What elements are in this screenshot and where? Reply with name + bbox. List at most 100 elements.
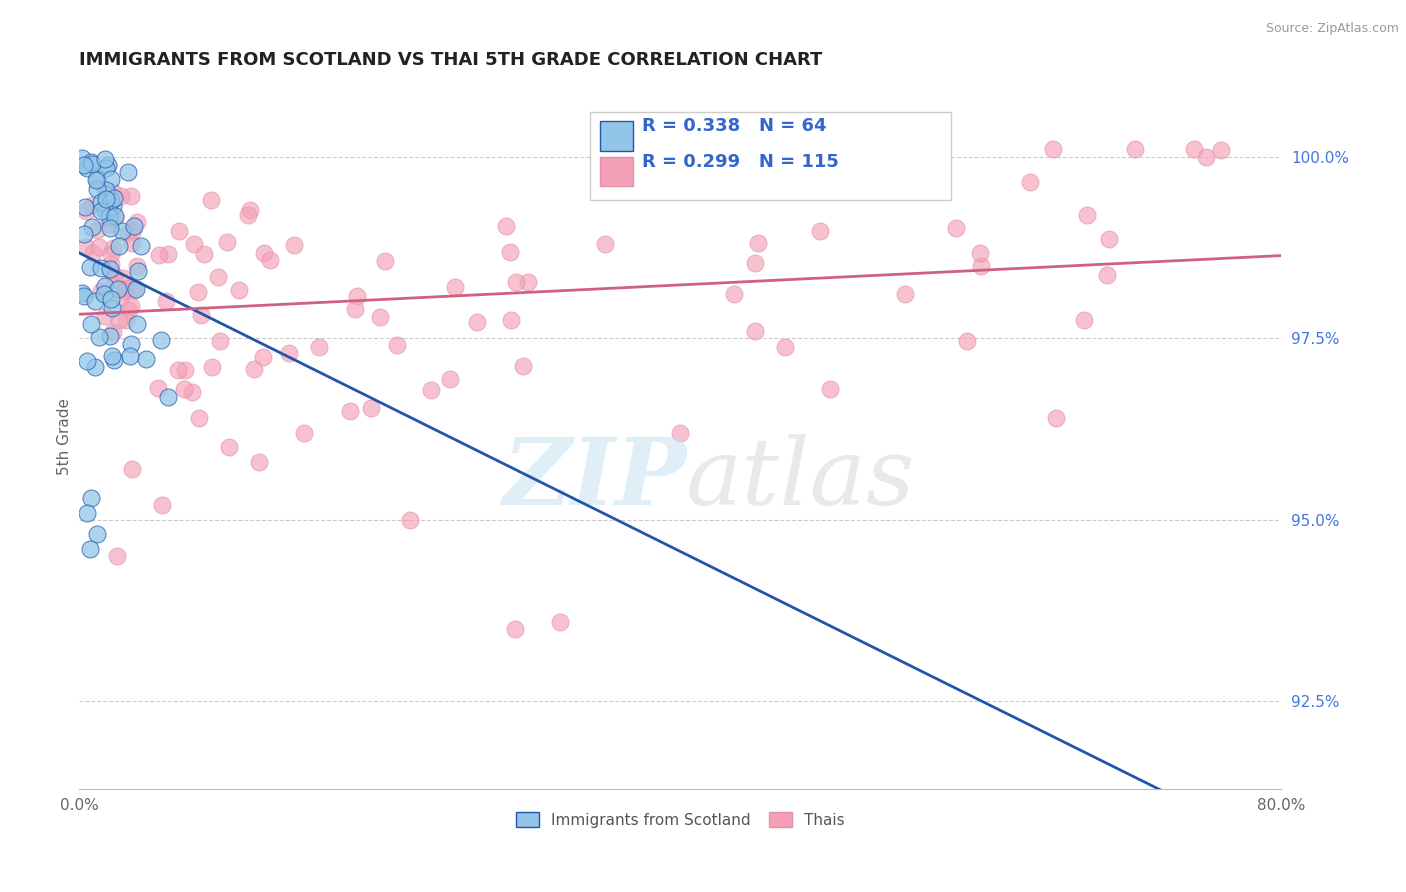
Point	[125, 282, 148, 296]
Point	[100, 258, 122, 272]
Point	[104, 209, 127, 223]
Point	[155, 294, 177, 309]
Point	[80, 157, 103, 171]
Point	[149, 334, 172, 348]
Point	[218, 440, 240, 454]
Point	[101, 301, 124, 316]
Point	[174, 362, 197, 376]
Point	[114, 313, 136, 327]
Point	[243, 362, 266, 376]
Text: IMMIGRANTS FROM SCOTLAND VS THAI 5TH GRADE CORRELATION CHART: IMMIGRANTS FROM SCOTLAND VS THAI 5TH GRA…	[79, 51, 823, 69]
Text: R = 0.338   N = 64: R = 0.338 N = 64	[641, 118, 827, 136]
Point	[73, 158, 96, 172]
Point	[75, 240, 97, 254]
Point	[108, 313, 131, 327]
Point	[190, 308, 212, 322]
Point	[467, 315, 489, 329]
Point	[894, 164, 917, 178]
Point	[148, 381, 170, 395]
Point	[117, 227, 139, 241]
Point	[346, 288, 368, 302]
Point	[294, 425, 316, 440]
Point	[86, 527, 108, 541]
Point	[747, 235, 769, 250]
Point	[669, 425, 692, 440]
Point	[125, 318, 148, 332]
Point	[120, 299, 142, 313]
Point	[87, 329, 110, 343]
Text: R = 0.299   N = 115: R = 0.299 N = 115	[641, 153, 838, 171]
Point	[955, 334, 977, 348]
Point	[84, 359, 107, 374]
Point	[187, 285, 209, 299]
Point	[98, 329, 121, 343]
Point	[103, 267, 125, 281]
Point	[103, 191, 125, 205]
Point	[101, 326, 124, 340]
Point	[253, 246, 276, 260]
Point	[744, 256, 766, 270]
Point	[398, 513, 420, 527]
Point	[125, 215, 148, 229]
Point	[98, 210, 121, 224]
Point	[96, 187, 118, 202]
Point	[100, 292, 122, 306]
Point	[72, 286, 94, 301]
Point	[76, 161, 98, 176]
Point	[252, 350, 274, 364]
Point	[93, 152, 115, 166]
Point	[115, 281, 138, 295]
Point	[90, 260, 112, 275]
Point	[120, 189, 142, 203]
Point	[173, 382, 195, 396]
Point	[439, 372, 461, 386]
Point	[283, 238, 305, 252]
Point	[180, 384, 202, 399]
Point	[193, 247, 215, 261]
Point	[443, 280, 465, 294]
FancyBboxPatch shape	[591, 112, 950, 201]
Point	[82, 246, 104, 260]
Point	[100, 350, 122, 364]
Point	[1097, 268, 1119, 282]
Point	[121, 236, 143, 251]
Point	[98, 217, 121, 231]
Point	[84, 293, 107, 308]
Point	[808, 224, 831, 238]
Point	[169, 224, 191, 238]
Point	[548, 615, 571, 629]
Point	[368, 310, 391, 324]
Point	[111, 224, 134, 238]
Point	[96, 161, 118, 176]
Point	[80, 154, 103, 169]
Point	[101, 199, 124, 213]
Point	[1045, 411, 1067, 425]
Point	[1195, 150, 1218, 164]
Point	[387, 338, 409, 352]
Point	[110, 290, 132, 304]
Point	[72, 151, 94, 165]
Point	[108, 239, 131, 253]
Point	[79, 317, 101, 331]
Point	[308, 339, 330, 353]
Point	[112, 271, 135, 285]
Point	[127, 264, 149, 278]
Point	[101, 185, 124, 199]
Point	[969, 259, 991, 273]
Point	[101, 242, 124, 256]
Point	[1019, 175, 1042, 189]
Y-axis label: 5th Grade: 5th Grade	[58, 398, 72, 475]
Point	[127, 259, 149, 273]
Point	[86, 172, 108, 186]
Point	[228, 283, 250, 297]
Point	[495, 219, 517, 233]
Point	[360, 401, 382, 415]
Point	[94, 183, 117, 197]
Point	[1211, 143, 1233, 157]
Point	[1076, 208, 1098, 222]
Point	[93, 309, 115, 323]
Point	[499, 245, 522, 260]
Point	[517, 275, 540, 289]
Point	[72, 288, 94, 302]
Point	[723, 286, 745, 301]
